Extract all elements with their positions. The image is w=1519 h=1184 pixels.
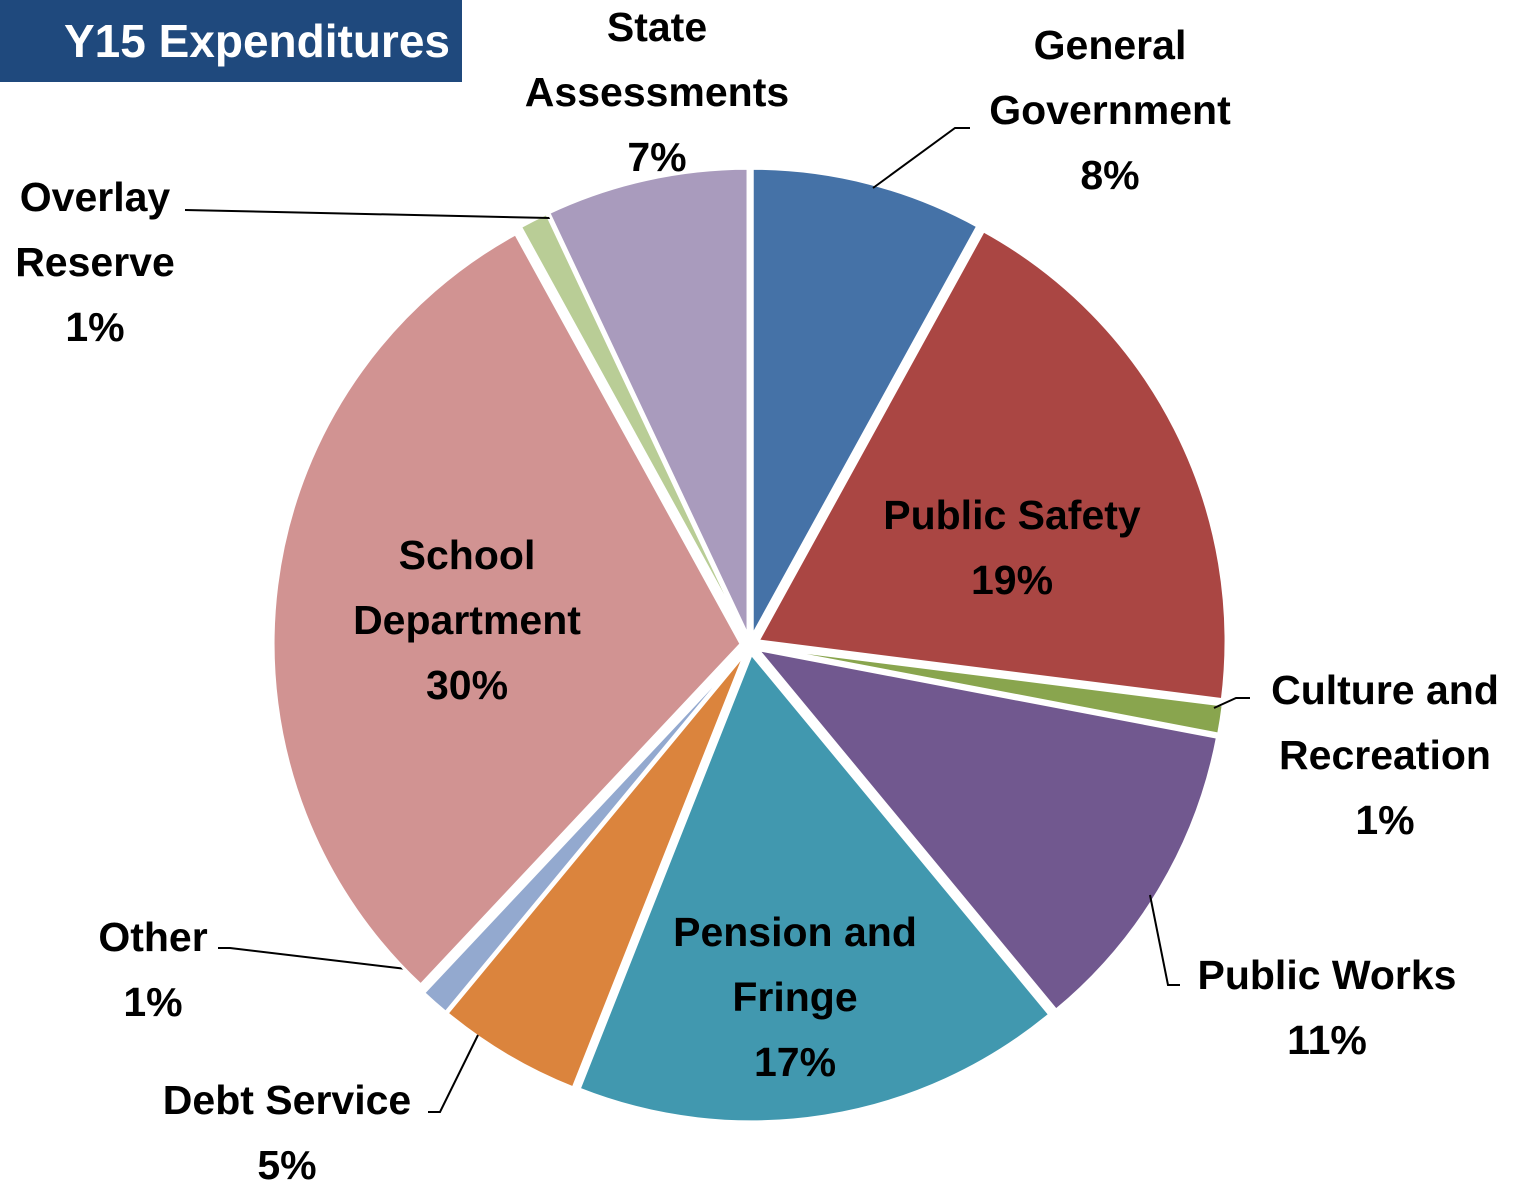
pie-slice	[750, 166, 980, 638]
slice-value: 5%	[257, 1142, 317, 1184]
pie-slice	[758, 644, 1225, 736]
slice-name: Pension and Fringe	[673, 909, 917, 1020]
data-label: General Government 8%	[960, 13, 1260, 208]
slice-value: 11%	[1287, 1017, 1367, 1063]
leader-line	[428, 1034, 479, 1113]
leader-line	[872, 127, 970, 189]
leader-line	[1149, 894, 1180, 986]
slice-name: General Government	[989, 22, 1231, 133]
slice-value: 1%	[1355, 797, 1415, 843]
data-label: Culture and Recreation 1%	[1254, 658, 1516, 853]
pie-slice	[546, 166, 750, 637]
slice-value: 19%	[970, 557, 1054, 603]
slice-value: 7%	[627, 134, 687, 180]
data-label: Debt Service 5%	[137, 1068, 437, 1184]
slice-name: Culture and Recreation	[1271, 667, 1499, 778]
pie-slice	[577, 650, 1052, 1124]
data-label: Other 1%	[73, 905, 233, 1035]
pie-slice	[755, 228, 1228, 702]
pie-slice	[518, 211, 748, 638]
slice-value: 1%	[123, 979, 183, 1025]
data-label: Pension and Fringe 17%	[650, 900, 940, 1095]
pie-slice	[444, 651, 747, 1090]
leader-line	[184, 209, 551, 219]
slice-value: 30%	[425, 662, 509, 708]
data-label: Overlay Reserve 1%	[0, 165, 195, 360]
data-label: School Department 30%	[327, 523, 607, 718]
slice-name: Public Works	[1197, 952, 1457, 998]
slice-name: State Assessments	[524, 4, 790, 115]
slice-value: 17%	[753, 1039, 837, 1085]
pie-slice	[421, 650, 746, 1015]
data-label: Public Works 11%	[1167, 943, 1487, 1073]
pie-slice	[753, 647, 1220, 1013]
data-label: State Assessments 7%	[507, 0, 807, 190]
data-label: Public Safety 19%	[852, 483, 1172, 613]
slice-name: Overlay Reserve	[15, 174, 175, 285]
slice-name: Debt Service	[162, 1077, 412, 1123]
chart-title: Y15 Expenditures	[0, 0, 462, 82]
slice-name: Other	[98, 914, 208, 960]
slice-name: School Department	[353, 532, 581, 643]
pie-slice	[271, 231, 743, 988]
slice-name: Public Safety	[883, 492, 1141, 538]
slice-value: 1%	[65, 304, 125, 350]
leader-line	[218, 947, 416, 971]
leader-line	[1213, 697, 1250, 709]
slice-value: 8%	[1080, 152, 1140, 198]
